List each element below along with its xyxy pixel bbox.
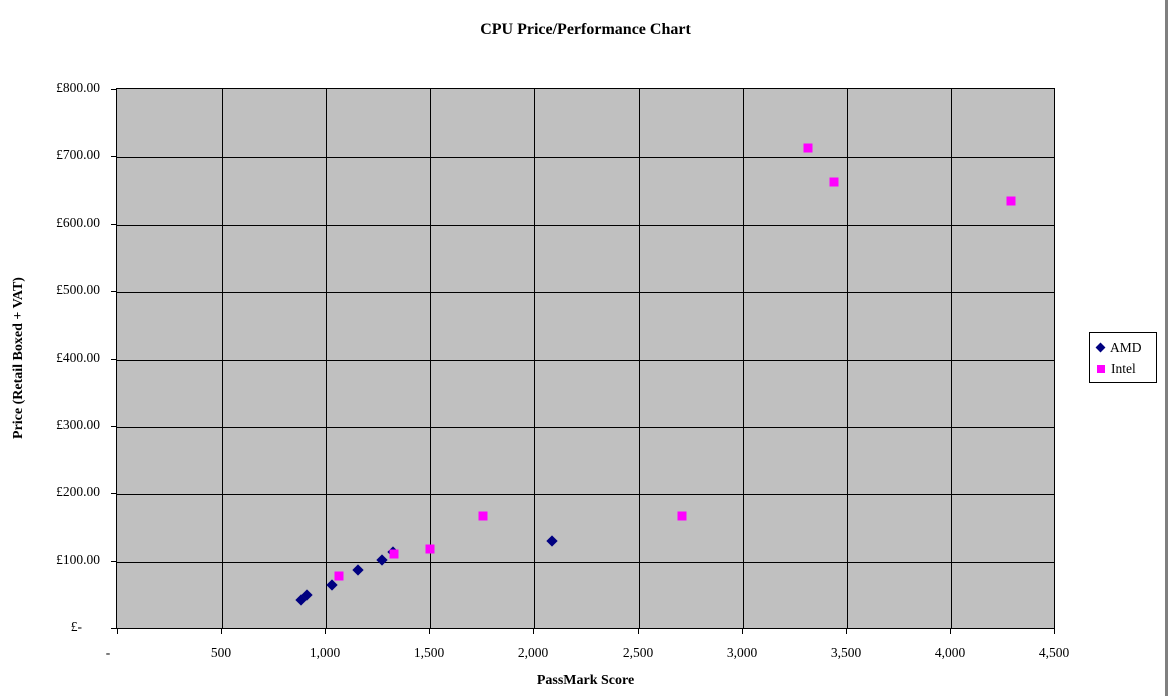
y-tick-mark: [111, 426, 117, 427]
y-tick-label: £500.00: [56, 282, 100, 297]
x-gridline: [639, 89, 640, 628]
y-tick-label: £600.00: [56, 215, 100, 230]
x-gridline: [534, 89, 535, 628]
x-gridline: [951, 89, 952, 628]
x-tick-label: -: [105, 645, 111, 660]
legend[interactable]: AMD Intel: [1089, 332, 1157, 383]
y-tick-mark: [111, 156, 117, 157]
x-tick-mark: [1054, 628, 1055, 634]
x-tick-label: 1,500: [413, 645, 445, 660]
x-tick-label: 4,000: [934, 645, 966, 660]
x-tick-mark: [325, 628, 326, 634]
plot-area[interactable]: [116, 88, 1055, 629]
legend-marker-square-icon: [1097, 364, 1105, 373]
y-gridline: [117, 225, 1054, 226]
y-tick-label: £700.00: [56, 147, 100, 162]
x-tick-mark: [742, 628, 743, 634]
data-point-intel[interactable]: [803, 143, 813, 153]
y-tick-label: £200.00: [56, 484, 100, 499]
x-tick-mark: [429, 628, 430, 634]
data-point-intel[interactable]: [677, 511, 687, 521]
data-point-amd[interactable]: [352, 564, 365, 576]
y-tick-label: £800.00: [56, 80, 100, 95]
y-gridline: [117, 292, 1054, 293]
y-tick-mark: [111, 561, 117, 562]
data-point-intel[interactable]: [334, 571, 344, 581]
window-edge-line: [1165, 0, 1168, 696]
x-gridline: [430, 89, 431, 628]
data-point-intel[interactable]: [478, 511, 488, 521]
y-gridline: [117, 562, 1054, 563]
x-tick-label: 2,500: [622, 645, 654, 660]
data-point-intel[interactable]: [1006, 196, 1016, 206]
y-tick-mark: [111, 291, 117, 292]
x-tick-label: 3,000: [726, 645, 758, 660]
legend-marker-diamond-icon: [1095, 342, 1106, 353]
chart-title: CPU Price/Performance Chart: [480, 21, 691, 38]
data-point-intel[interactable]: [829, 177, 839, 187]
y-gridline: [117, 494, 1054, 495]
x-tick-mark: [221, 628, 222, 634]
x-gridline: [743, 89, 744, 628]
y-tick-mark: [111, 628, 117, 629]
y-gridline: [117, 157, 1054, 158]
data-point-amd[interactable]: [326, 579, 339, 591]
x-tick-label: 500: [210, 645, 232, 660]
y-tick-mark: [111, 493, 117, 494]
x-axis-title: PassMark Score: [536, 673, 635, 688]
data-point-amd[interactable]: [376, 553, 389, 566]
x-tick-mark: [950, 628, 951, 634]
y-tick-mark: [111, 359, 117, 360]
x-tick-label: 2,000: [517, 645, 549, 660]
x-tick-mark: [533, 628, 534, 634]
legend-item-intel[interactable]: Intel: [1090, 358, 1156, 379]
x-tick-label: 3,500: [830, 645, 862, 660]
data-point-amd[interactable]: [546, 535, 558, 547]
y-gridline: [117, 427, 1054, 428]
y-tick-mark: [111, 89, 117, 90]
data-point-intel[interactable]: [425, 544, 435, 554]
x-gridline: [847, 89, 848, 628]
y-tick-label: £100.00: [56, 552, 100, 567]
x-tick-mark: [117, 628, 118, 634]
x-gridline: [222, 89, 223, 628]
y-tick-label: £-: [70, 619, 82, 634]
x-tick-label: 4,500: [1038, 645, 1070, 660]
y-gridline: [117, 360, 1054, 361]
data-point-intel[interactable]: [389, 549, 399, 559]
x-tick-mark: [638, 628, 639, 634]
y-tick-label: £300.00: [56, 417, 100, 432]
x-tick-label: 1,000: [309, 645, 341, 660]
y-tick-label: £400.00: [56, 350, 100, 365]
x-tick-mark: [846, 628, 847, 634]
legend-label: AMD: [1110, 339, 1142, 355]
y-tick-mark: [111, 224, 117, 225]
legend-item-amd[interactable]: AMD: [1090, 337, 1156, 358]
x-gridline: [326, 89, 327, 628]
legend-label: Intel: [1111, 360, 1136, 376]
